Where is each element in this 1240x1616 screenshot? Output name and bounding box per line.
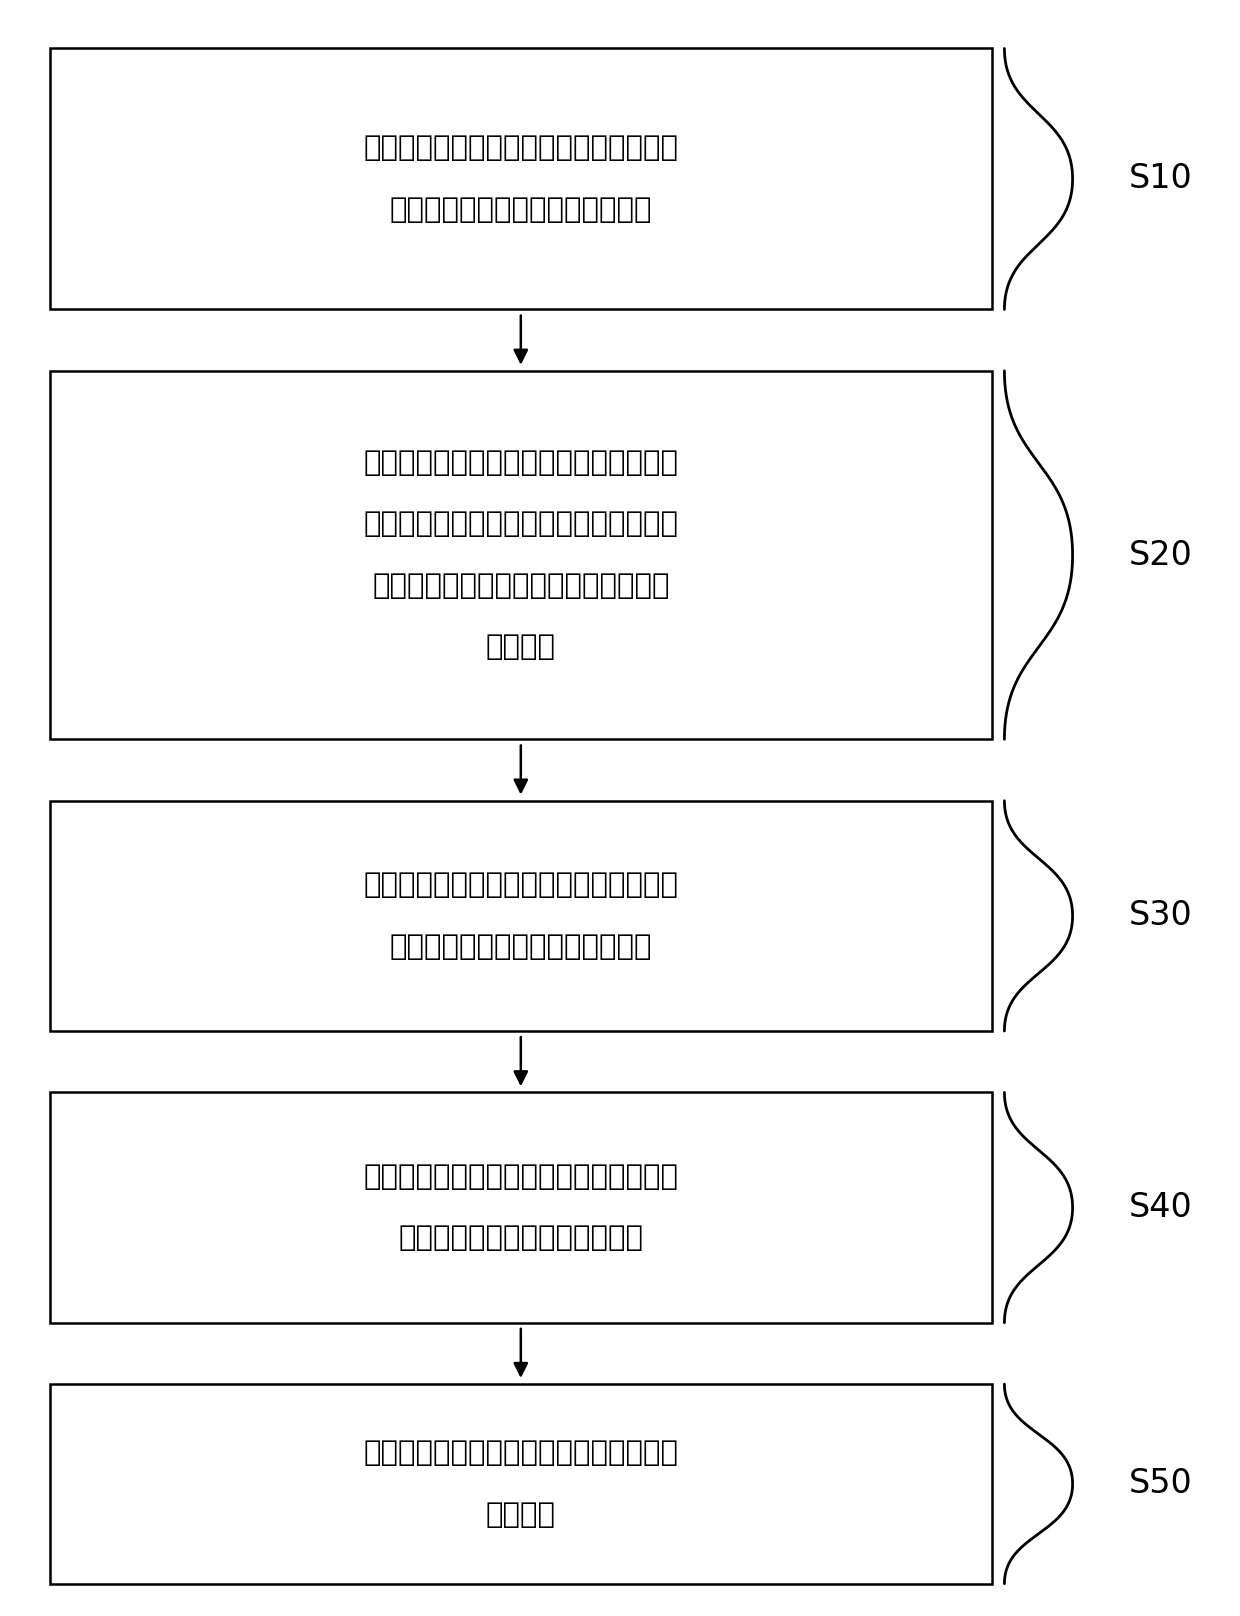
Text: S40: S40 (1128, 1191, 1192, 1223)
Text: 备钝化层: 备钝化层 (486, 1501, 556, 1529)
Bar (50, 48, 992, 310)
Text: 在所述栅极绝缘层表面制备有源层，所述: 在所述栅极绝缘层表面制备有源层，所述 (363, 449, 678, 477)
Text: 剥离所述保护层，最后在所述基板表面制: 剥离所述保护层，最后在所述基板表面制 (363, 1440, 678, 1467)
Bar (50, 1092, 992, 1322)
Bar (50, 372, 992, 740)
Text: 后在所述基板表面制备栅极绝缘层: 后在所述基板表面制备栅极绝缘层 (389, 196, 652, 223)
Text: S50: S50 (1128, 1467, 1192, 1500)
Text: 极掺杂区和所述漏极掺杂区导体化: 极掺杂区和所述漏极掺杂区导体化 (389, 932, 652, 960)
Text: S30: S30 (1128, 900, 1192, 932)
Bar (50, 802, 992, 1031)
Text: 在所述沟道表面制备保护层，并将所述源: 在所述沟道表面制备保护层，并将所述源 (363, 871, 678, 898)
Text: S20: S20 (1128, 538, 1193, 572)
Text: 极掺杂区: 极掺杂区 (486, 633, 556, 661)
Bar (50, 1383, 992, 1584)
Text: 有源层包括沟道、位于所述沟道一端的源: 有源层包括沟道、位于所述沟道一端的源 (363, 511, 678, 538)
Text: S10: S10 (1128, 163, 1192, 196)
Text: 在所述基板表面制备金属层，并对所述金: 在所述基板表面制备金属层，并对所述金 (363, 1164, 678, 1191)
Text: 提供基板，在所述基板表面制备栅极，之: 提供基板，在所述基板表面制备栅极，之 (363, 134, 678, 162)
Text: 属层进行刻蚀，形成源极和漏极: 属层进行刻蚀，形成源极和漏极 (398, 1225, 644, 1252)
Text: 极掺杂区以及位于所述沟道另一端的漏: 极掺杂区以及位于所述沟道另一端的漏 (372, 572, 670, 600)
